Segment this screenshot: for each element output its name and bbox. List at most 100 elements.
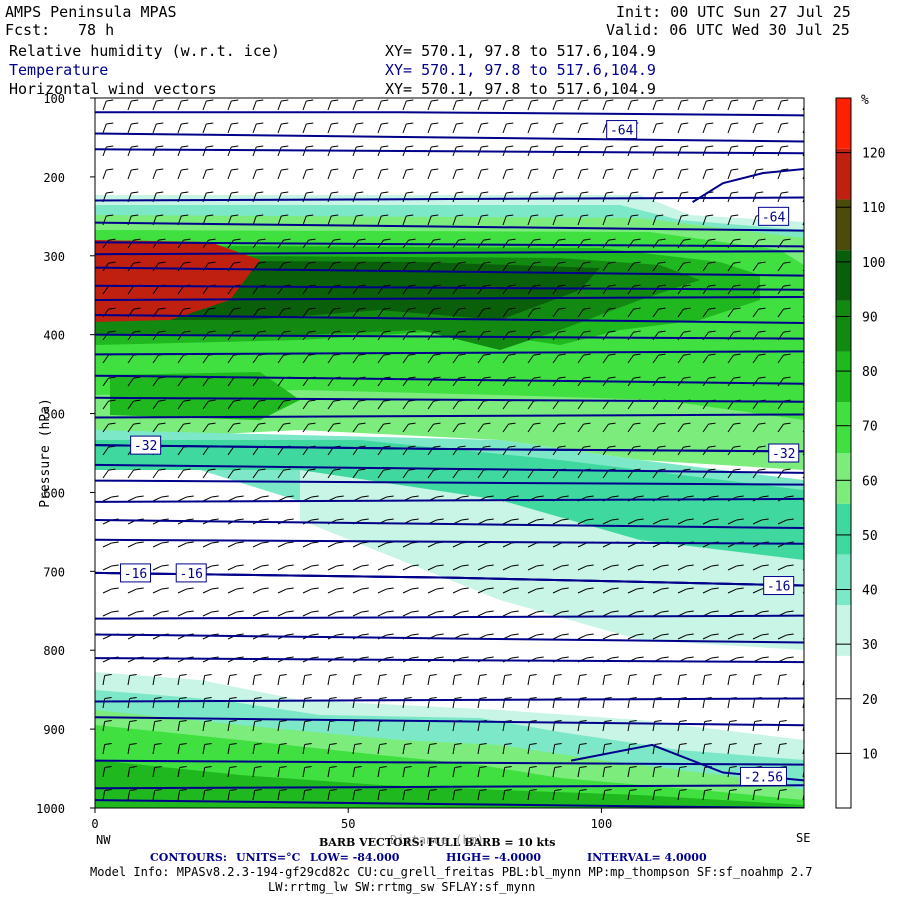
wind-barb-flag — [356, 145, 364, 148]
wind-barb-flag — [711, 518, 719, 521]
wind-barb-flag — [583, 353, 591, 356]
wind-barb-flag — [604, 720, 612, 723]
wind-barb — [552, 377, 559, 387]
wind-barb-flag — [311, 610, 319, 613]
wind-barb-flag — [581, 214, 589, 217]
wind-barb — [252, 423, 259, 433]
wind-barb-flag — [329, 697, 337, 700]
wind-barb-flag — [131, 191, 139, 194]
wind-barb — [377, 192, 382, 203]
colorbar-frame — [835, 97, 852, 809]
wind-barb-flag — [779, 674, 787, 677]
wind-barb — [177, 146, 182, 157]
wind-barb-flag — [233, 399, 241, 402]
wind-barb-flag — [433, 307, 441, 310]
wind-barb — [127, 611, 137, 617]
wind-barb — [327, 721, 331, 732]
wind-barb — [227, 588, 237, 594]
wind-barb-flag — [404, 743, 412, 746]
contour-labels: -64 -64 -32 -32 -16 -16 -16 -2.56 — [120, 120, 800, 786]
wind-barb-flag — [406, 168, 414, 171]
wind-barb — [252, 377, 259, 387]
wind-barb — [502, 588, 512, 594]
wind-barb-flag — [186, 610, 194, 613]
colorbar-segment — [836, 199, 851, 251]
wind-barb — [702, 565, 712, 571]
y-axis-label: Pressure (hPa) — [38, 398, 53, 508]
wind-barb — [552, 400, 559, 410]
wind-barb — [452, 169, 457, 180]
wind-barb — [252, 565, 262, 571]
wind-barb-flag — [111, 610, 119, 613]
wind-barb — [777, 377, 784, 387]
wind-barb — [752, 634, 762, 640]
wind-barb-flag — [504, 674, 512, 677]
wind-barb — [677, 565, 687, 571]
contour-label: -32 — [772, 447, 795, 462]
wind-barb-flag — [311, 633, 319, 636]
wind-barb — [552, 100, 557, 111]
isotherm-line — [95, 759, 804, 766]
wind-barb-flag — [411, 587, 419, 590]
wind-barb — [702, 262, 709, 272]
wind-barb-flag — [131, 168, 139, 171]
wind-barb — [452, 100, 457, 111]
wind-barb — [277, 423, 284, 433]
wind-barb — [652, 634, 662, 640]
wind-barb-flag — [758, 238, 766, 241]
wind-barb-flag — [331, 168, 339, 171]
wind-barb — [202, 588, 212, 594]
wind-barb-flag — [661, 587, 669, 590]
wind-barb-flag — [306, 191, 314, 194]
wind-barb-flag — [304, 743, 312, 746]
wind-barb — [127, 239, 134, 249]
wind-barb — [277, 588, 287, 594]
wind-barb — [152, 123, 157, 134]
wind-barb-flag — [436, 564, 444, 567]
wind-barb-flag — [558, 307, 566, 310]
wind-barb — [377, 767, 381, 778]
wind-barb — [227, 496, 237, 502]
wind-barb — [527, 519, 537, 525]
wind-barb-flag — [731, 168, 739, 171]
wind-barb-flag — [408, 330, 416, 333]
wind-barb-flag — [633, 284, 641, 287]
wind-barb-flag — [756, 122, 764, 125]
wind-barb-flag — [608, 238, 616, 241]
wind-barb-flag — [358, 353, 366, 356]
wind-barb — [177, 542, 187, 548]
wind-barb — [202, 790, 206, 801]
wind-barb — [352, 469, 359, 479]
wind-barb-flag — [781, 168, 789, 171]
wind-barb — [427, 100, 432, 111]
wind-barb-flag — [805, 698, 812, 699]
wind-barb-flag — [383, 261, 391, 264]
wind-barb — [627, 588, 637, 594]
wind-barb-flag — [461, 656, 469, 659]
wind-barb-flag — [758, 468, 766, 471]
wind-barb — [577, 423, 584, 433]
wind-barb — [627, 634, 637, 640]
wind-barb — [702, 400, 709, 410]
wind-barb-flag — [454, 766, 462, 769]
wind-barb-flag — [633, 376, 641, 379]
wind-barb-flag — [706, 122, 714, 125]
wind-barb-flag — [204, 743, 212, 746]
wind-barb — [502, 721, 506, 732]
wind-barb-flag — [458, 307, 466, 310]
wind-barb-flag — [631, 214, 639, 217]
wind-barb — [177, 790, 181, 801]
isotherm-line — [95, 350, 804, 356]
wind-barb-flag — [629, 789, 637, 792]
wind-barb-flag — [204, 766, 212, 769]
wind-barb — [227, 169, 232, 180]
wind-barb — [152, 146, 157, 157]
wind-barb-flag — [783, 422, 791, 425]
wind-barb — [752, 377, 759, 387]
wind-barb-flag — [261, 518, 269, 521]
wind-barb-flag — [806, 123, 813, 124]
wind-barb — [102, 400, 109, 410]
wind-barb-flag — [386, 656, 394, 659]
wind-barb-flag — [511, 587, 519, 590]
wind-barb-flag — [736, 633, 744, 636]
